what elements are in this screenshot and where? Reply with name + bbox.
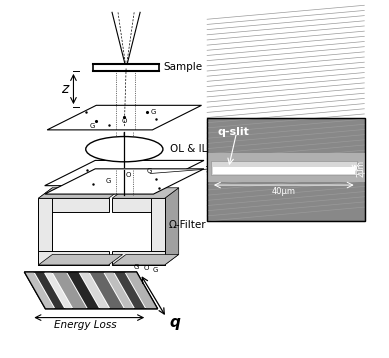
Polygon shape [39, 251, 109, 265]
Polygon shape [39, 188, 123, 198]
Polygon shape [114, 272, 145, 309]
Polygon shape [151, 198, 165, 265]
Polygon shape [45, 160, 204, 186]
Bar [213, 167, 355, 174]
Text: O: O [144, 265, 149, 271]
Polygon shape [125, 272, 158, 309]
Polygon shape [39, 198, 53, 265]
Polygon shape [112, 188, 179, 198]
Text: O: O [125, 173, 131, 179]
Polygon shape [112, 251, 165, 265]
Text: Ω-Filter: Ω-Filter [168, 219, 206, 229]
Polygon shape [104, 272, 134, 309]
Polygon shape [45, 169, 204, 194]
Polygon shape [25, 272, 54, 309]
Polygon shape [35, 272, 65, 309]
Bar [207, 117, 364, 221]
Polygon shape [79, 272, 109, 309]
Polygon shape [39, 255, 123, 265]
Text: Sample: Sample [163, 62, 202, 72]
Polygon shape [25, 272, 158, 309]
Text: G: G [106, 178, 111, 184]
Text: 40μm: 40μm [272, 187, 296, 196]
Text: Energy Loss: Energy Loss [54, 320, 117, 330]
Polygon shape [47, 105, 202, 130]
Text: OL & IL: OL & IL [170, 144, 207, 154]
Text: G: G [151, 109, 156, 115]
Bar [211, 161, 357, 175]
Text: 2μm: 2μm [357, 160, 366, 176]
Bar [93, 64, 159, 71]
Polygon shape [165, 188, 179, 265]
Text: G: G [146, 168, 152, 174]
Polygon shape [112, 198, 165, 212]
Text: O: O [122, 118, 127, 124]
Text: q-slit: q-slit [217, 127, 249, 137]
Text: G: G [90, 123, 95, 129]
Polygon shape [67, 272, 99, 309]
Polygon shape [39, 188, 53, 265]
Text: q: q [170, 315, 180, 330]
Polygon shape [39, 198, 109, 212]
Ellipse shape [86, 136, 163, 162]
Text: z: z [61, 82, 68, 96]
Bar [207, 117, 364, 221]
Polygon shape [112, 255, 179, 265]
Polygon shape [45, 272, 72, 309]
Polygon shape [53, 272, 87, 309]
Text: G: G [152, 267, 158, 273]
Bar [207, 153, 364, 182]
Polygon shape [89, 272, 124, 309]
Text: G: G [134, 263, 139, 270]
